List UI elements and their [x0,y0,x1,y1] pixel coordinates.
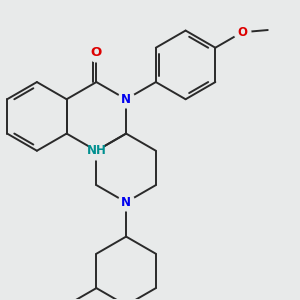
Text: O: O [91,46,102,59]
Text: N: N [121,196,131,209]
Text: N: N [121,93,131,106]
Text: NH: NH [86,144,106,157]
Text: O: O [237,26,247,39]
